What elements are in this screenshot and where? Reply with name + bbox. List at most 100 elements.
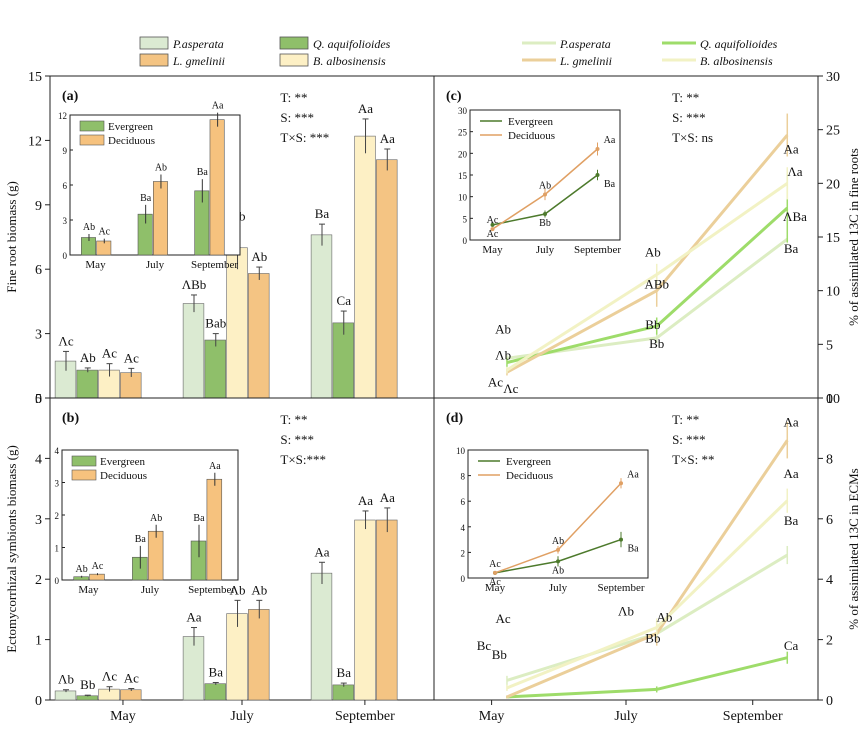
bar-label: Aa — [358, 101, 373, 116]
y-tick-label: 4 — [35, 452, 42, 467]
stat-label: S: *** — [280, 110, 314, 125]
inset-y-tick-label: 0 — [63, 251, 68, 261]
inset-bar-label: Ac — [92, 561, 104, 572]
bar — [310, 572, 333, 701]
inset-y-tick-label: 5 — [463, 214, 468, 224]
inset-x-tick-label: September — [191, 259, 238, 271]
point-label: Λb — [495, 347, 511, 362]
legend-swatch — [139, 36, 169, 50]
point-label: Ab — [495, 322, 511, 337]
inset-point — [490, 227, 495, 232]
inset-bar — [153, 181, 168, 256]
y-tick-label: 30 — [826, 70, 840, 85]
bar — [376, 159, 398, 399]
point-label: Λb — [618, 603, 634, 618]
bar-label: Aa — [358, 493, 373, 508]
y-tick-label: 2 — [35, 573, 42, 588]
inset-point-label: Ab — [539, 181, 551, 192]
inset-point-label: Ac — [489, 559, 501, 570]
bar-label: Ac — [124, 671, 139, 686]
point-label: Bb — [492, 647, 507, 662]
bar-label: Aa — [314, 544, 329, 559]
point-label: Bb — [645, 317, 660, 332]
y-tick-label: 15 — [826, 231, 840, 246]
point-label: ABb — [644, 277, 669, 292]
inset-y-tick-label: 30 — [458, 106, 468, 116]
y-axis-label: % of assimilated 13C in ECMs — [846, 468, 861, 629]
x-tick-label: May — [479, 709, 505, 724]
inset-bar — [209, 119, 225, 256]
panel-a: 0 3 6 9 12 15 Fine root biomass (g) (a) T: ** S: … — [4, 70, 435, 407]
stat-label: S: *** — [280, 432, 314, 447]
legend-label: L. gmelinii — [559, 54, 612, 68]
bar-label: Ba — [315, 206, 330, 221]
y-tick-label: 25 — [826, 124, 840, 139]
y-tick-label: 20 — [826, 177, 840, 192]
inset-point — [543, 192, 547, 197]
inset-bar-label: Ac — [98, 227, 110, 238]
stat-label: T×S: ns — [672, 130, 713, 145]
inset-legend-label: Deciduous — [506, 470, 553, 482]
y-tick-label: 15 — [28, 70, 42, 85]
inset-bar-label: Ba — [197, 167, 209, 178]
inset-x-tick-label: September — [188, 584, 235, 596]
inset-legend-label: Deciduous — [508, 130, 555, 142]
panel-label: (a) — [62, 89, 79, 104]
legend-swatch — [279, 53, 309, 67]
inset-point-label: Aa — [627, 469, 639, 480]
x-tick-label: July — [230, 709, 253, 724]
y-tick-label: 3 — [35, 328, 42, 343]
y-tick-label: 0 — [826, 392, 833, 407]
inset-bar — [132, 556, 148, 581]
inset-bar-label: Ab — [150, 513, 162, 524]
inset-bar-label: Ba — [193, 513, 205, 524]
inset-y-tick-label: 15 — [458, 171, 468, 181]
legend-label: B. albosinensis — [700, 54, 773, 68]
point-label: Ac — [488, 375, 503, 390]
inset-x-tick-label: May — [485, 582, 506, 594]
inset-x-tick-label: May — [85, 259, 106, 271]
inset-point — [490, 222, 495, 227]
inset-legend-swatch — [79, 120, 105, 132]
inset-y-tick-label: 0 — [55, 576, 60, 586]
stat-label: T: ** — [672, 90, 699, 105]
y-tick-label: 8 — [826, 452, 833, 467]
inset-b: 0 1 2 3 4 May July September Evergreen Deciduous A… — [55, 446, 239, 596]
inset-bar-label: Ba — [135, 534, 147, 545]
inset-bar-label: Ab — [76, 564, 88, 575]
bar — [54, 690, 77, 701]
y-axis-label: Ectomycorrhizal symbionts biomass (g) — [4, 445, 19, 653]
legend-label: P.asperata — [172, 37, 224, 51]
inset-a: 0 3 6 9 12 May July September Evergreen Deciduous… — [58, 101, 241, 271]
inset-legend-label: Deciduous — [108, 135, 155, 147]
bar — [376, 519, 398, 701]
point-label: Ab — [656, 609, 672, 624]
legend-right: P.asperata Q. aquifolioides L. gmelinii B. … — [522, 37, 778, 68]
inset-legend-swatch — [79, 134, 105, 146]
bar-label: ΛBb — [182, 277, 207, 292]
y-axis-label: % of assimilated 13C in fine roots — [846, 148, 861, 326]
inset-d: 0 2 4 6 8 10 May July September Evergreen Deciduou… — [456, 446, 649, 594]
bar — [76, 369, 98, 399]
stat-label: T: ** — [672, 412, 699, 427]
inset-point-label: Aa — [604, 135, 616, 146]
y-tick-label: 0 — [35, 392, 42, 407]
panel-d: 0 2 4 6 8 10 % of assimilated 13C in ECMs (d) T:… — [433, 392, 861, 724]
inset-point — [619, 537, 623, 542]
bar-label: Ac — [124, 350, 139, 365]
bar — [310, 234, 333, 399]
bar-label: Ab — [251, 249, 267, 264]
bar-label: Ac — [102, 346, 117, 361]
bar — [204, 683, 226, 701]
inset-point-label: Ba — [604, 179, 616, 190]
panel-c: 0 5 10 15 20 25 30 % of assimilated 13C in fine… — [433, 70, 861, 407]
inset-point-label: Ab — [552, 536, 564, 547]
legend-label: Q. aquifolioides — [700, 37, 778, 51]
bar-label: Bb — [80, 677, 95, 692]
inset-legend-label: Evergreen — [506, 456, 551, 468]
x-tick-label: July — [614, 709, 637, 724]
inset-legend-swatch — [71, 469, 97, 481]
inset-y-tick-label: 6 — [461, 497, 466, 507]
inset-x-tick-label: May — [78, 584, 99, 596]
inset-legend-swatch — [71, 455, 97, 467]
